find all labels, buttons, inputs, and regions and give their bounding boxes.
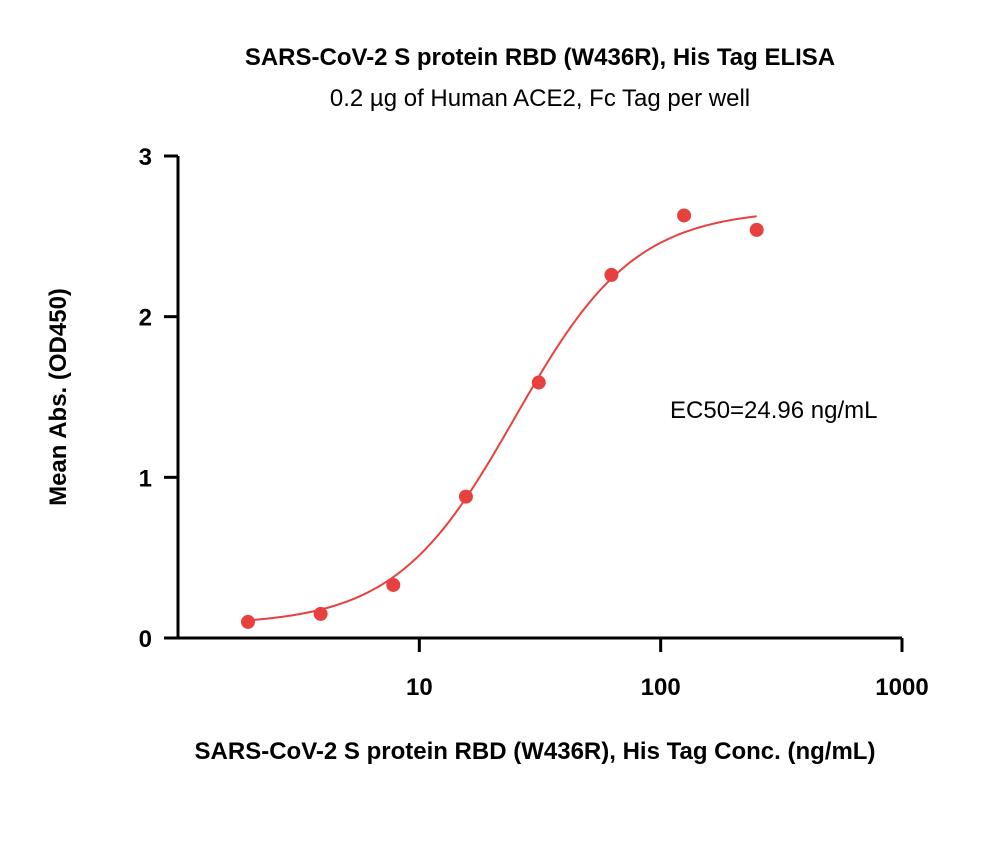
y-tick-label: 3 — [139, 144, 152, 171]
chart-subtitle: 0.2 µg of Human ACE2, Fc Tag per well — [330, 85, 750, 112]
y-axis-label: Mean Abs. (OD450) — [45, 288, 72, 506]
tick-group: 0 1 2 3 10 100 1000 — [139, 144, 929, 701]
data-point — [240, 614, 255, 629]
data-point — [386, 577, 401, 592]
axes — [176, 156, 902, 640]
ec50-annotation: EC50=24.96 ng/mL — [670, 397, 877, 424]
y-tick-label: 2 — [139, 305, 152, 332]
x-axis-label: SARS-CoV-2 S protein RBD (W436R), His Ta… — [195, 738, 876, 765]
chart-title: SARS-CoV-2 S protein RBD (W436R), His Ta… — [245, 44, 835, 71]
data-point — [604, 267, 619, 282]
x-tick-label: 10 — [406, 674, 433, 701]
data-point — [749, 222, 764, 237]
data-point — [458, 489, 473, 504]
y-tick-label: 1 — [139, 465, 152, 492]
x-tick-label: 1000 — [875, 674, 928, 701]
data-point — [677, 208, 692, 223]
data-points — [240, 208, 764, 629]
x-tick-label: 100 — [641, 674, 681, 701]
y-tick-label: 0 — [139, 626, 152, 653]
fit-curve — [247, 215, 757, 622]
data-point — [531, 375, 546, 390]
data-point — [313, 606, 328, 621]
